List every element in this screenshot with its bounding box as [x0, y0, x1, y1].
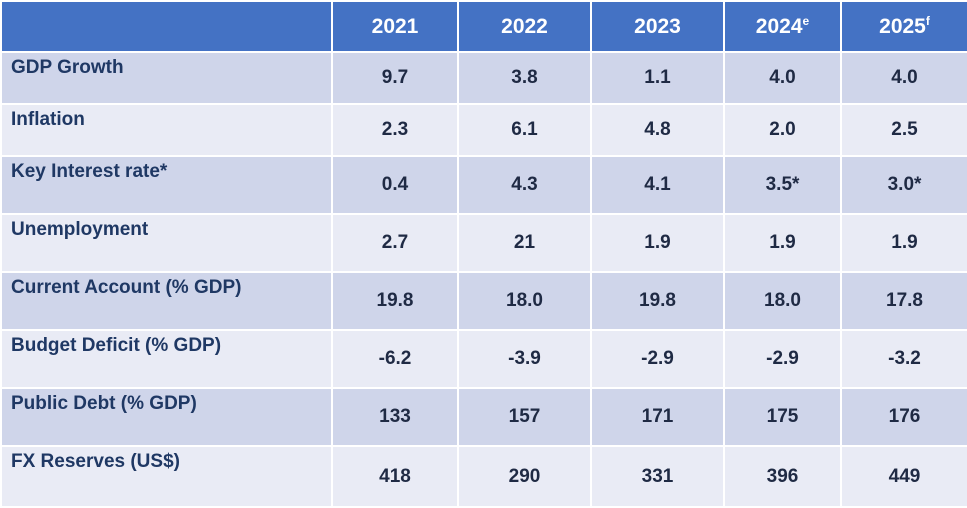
table-cell: 4.0	[840, 51, 967, 105]
column-header-2024: 2024e	[723, 0, 842, 53]
table-cell: -6.2	[331, 329, 459, 389]
table-cell: 1.9	[590, 213, 725, 273]
header-corner-cell	[0, 0, 333, 53]
column-year: 2022	[501, 14, 548, 38]
column-suffix: f	[925, 13, 930, 28]
table-cell: 9.7	[331, 51, 459, 105]
header-row: 2021 2022 2023 2024e 2025f	[0, 0, 967, 53]
table-cell: 19.8	[331, 271, 459, 331]
column-header-2023: 2023	[590, 0, 725, 53]
table-cell: 17.8	[840, 271, 967, 331]
table-cell: -2.9	[590, 329, 725, 389]
table-cell: 19.8	[590, 271, 725, 331]
row-label: Current Account (% GDP)	[0, 271, 333, 331]
table-cell: 133	[331, 387, 459, 447]
table-cell: 3.5*	[723, 155, 842, 215]
table-cell: 157	[457, 387, 592, 447]
column-year: 2024	[755, 14, 803, 38]
table-cell: -2.9	[723, 329, 842, 389]
column-header-2025: 2025f	[840, 0, 967, 53]
table-row: Budget Deficit (% GDP) -6.2 -3.9 -2.9 -2…	[0, 329, 967, 389]
table-cell: 18.0	[723, 271, 842, 331]
row-label: Key Interest rate*	[0, 155, 333, 215]
table-cell: 0.4	[331, 155, 459, 215]
column-year: 2023	[634, 14, 681, 38]
table-row: Current Account (% GDP) 19.8 18.0 19.8 1…	[0, 271, 967, 331]
table-cell: 4.1	[590, 155, 725, 215]
table-cell: 4.0	[723, 51, 842, 105]
table-cell: 3.8	[457, 51, 592, 105]
table-cell: 290	[457, 445, 592, 508]
row-label: FX Reserves (US$)	[0, 445, 333, 508]
table-cell: 21	[457, 213, 592, 273]
table-row: Unemployment 2.7 21 1.9 1.9 1.9	[0, 213, 967, 273]
table-row: Public Debt (% GDP) 133 157 171 175 176	[0, 387, 967, 447]
table-cell: 3.0*	[840, 155, 967, 215]
table-cell: 4.8	[590, 103, 725, 157]
table-cell: 396	[723, 445, 842, 508]
column-header-2022: 2022	[457, 0, 592, 53]
table-cell: -3.2	[840, 329, 967, 389]
table-cell: 2.0	[723, 103, 842, 157]
table-cell: 449	[840, 445, 967, 508]
column-header-2021: 2021	[331, 0, 459, 53]
row-label: Budget Deficit (% GDP)	[0, 329, 333, 389]
table-cell: 2.7	[331, 213, 459, 273]
table-cell: 1.1	[590, 51, 725, 105]
table-cell: 1.9	[723, 213, 842, 273]
table-cell: 171	[590, 387, 725, 447]
column-suffix: e	[802, 13, 810, 28]
column-year: 2025	[879, 14, 926, 38]
table-row: GDP Growth 9.7 3.8 1.1 4.0 4.0	[0, 51, 967, 105]
table-row: Key Interest rate* 0.4 4.3 4.1 3.5* 3.0*	[0, 155, 967, 215]
table-cell: 418	[331, 445, 459, 508]
table-cell: 175	[723, 387, 842, 447]
table-cell: 4.3	[457, 155, 592, 215]
table-row: FX Reserves (US$) 418 290 331 396 449	[0, 445, 967, 508]
table-cell: 18.0	[457, 271, 592, 331]
row-label: GDP Growth	[0, 51, 333, 105]
table-cell: 176	[840, 387, 967, 447]
row-label: Public Debt (% GDP)	[0, 387, 333, 447]
table-row: Inflation 2.3 6.1 4.8 2.0 2.5	[0, 103, 967, 157]
table-cell: 2.5	[840, 103, 967, 157]
table-cell: 6.1	[457, 103, 592, 157]
table-cell: -3.9	[457, 329, 592, 389]
table-cell: 1.9	[840, 213, 967, 273]
row-label: Unemployment	[0, 213, 333, 273]
row-label: Inflation	[0, 103, 333, 157]
table-cell: 331	[590, 445, 725, 508]
column-year: 2021	[371, 14, 419, 38]
table-cell: 2.3	[331, 103, 459, 157]
